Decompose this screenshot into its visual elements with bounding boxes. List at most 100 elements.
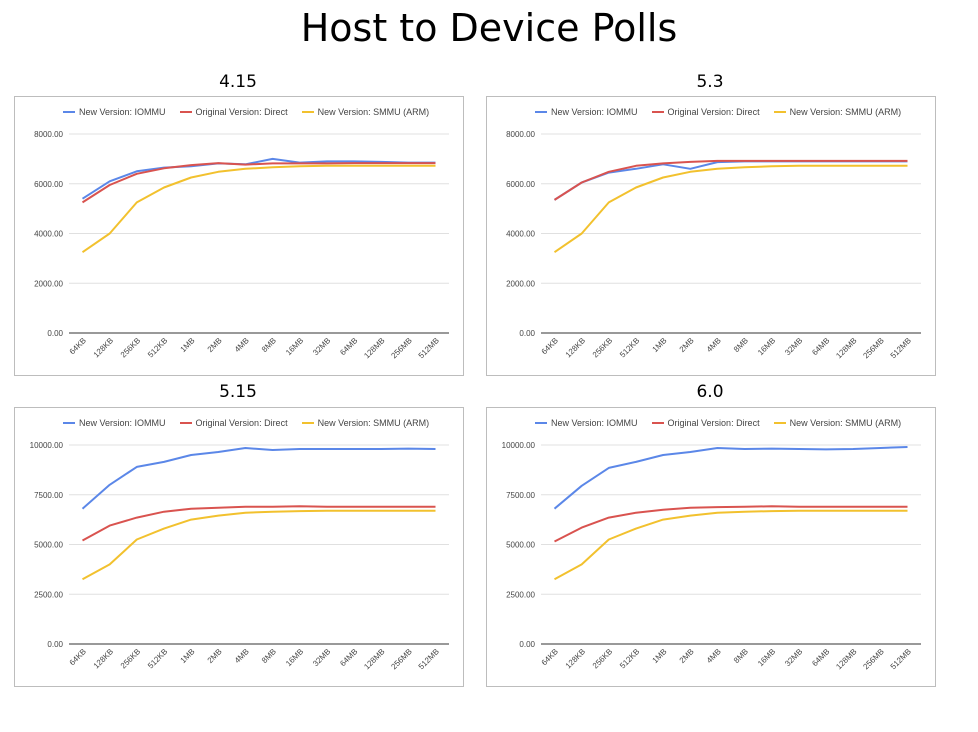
legend-item-smmu: New Version: SMMU (ARM) <box>773 107 902 117</box>
chart-plot-4-15: 0.00 2000.00 4000.00 6000.00 8000.00 64KB 128K… <box>34 130 449 360</box>
y-tick-label: 5000.00 <box>34 541 63 550</box>
series-line-smmu <box>553 164 908 254</box>
series-line-direct <box>553 159 908 201</box>
legend-item-direct: Original Version: Direct <box>651 418 760 428</box>
legend-swatch-iommu <box>63 111 75 113</box>
legend-item-smmu: New Version: SMMU (ARM) <box>301 107 430 117</box>
x-tick-label: 64KB <box>68 336 88 356</box>
x-tick-label: 1MB <box>651 647 669 665</box>
y-tick-label: 4000.00 <box>506 230 535 239</box>
x-tick-label: 512KB <box>146 336 169 359</box>
x-tick-label: 128KB <box>564 647 587 670</box>
legend-swatch-direct <box>651 422 664 424</box>
chart-panel-5-15: New Version: IOMMU Original Version: Dir… <box>14 407 464 687</box>
x-tick-label: 2MB <box>678 647 696 665</box>
x-tick-label: 2MB <box>206 647 224 665</box>
legend-label-smmu: New Version: SMMU (ARM) <box>789 107 902 117</box>
legend-label-iommu: New Version: IOMMU <box>79 418 166 428</box>
x-tick-label: 256MB <box>861 647 885 671</box>
chart-caption-5-15: 5.15 <box>219 382 257 402</box>
x-tick-label: 64MB <box>810 336 831 357</box>
x-tick-label: 512KB <box>618 336 641 359</box>
chart-caption-4-15: 4.15 <box>219 72 257 92</box>
x-tick-label: 1MB <box>651 336 669 354</box>
x-tick-label: 4MB <box>705 647 723 665</box>
x-tick-label: 64MB <box>338 647 359 668</box>
chart-caption-5-3: 5.3 <box>696 72 724 92</box>
x-tick-label: 128KB <box>92 647 115 670</box>
x-tick-label: 1MB <box>179 647 197 665</box>
legend-item-direct: Original Version: Direct <box>651 107 760 117</box>
x-tick-label: 32MB <box>311 647 332 668</box>
series-line-smmu <box>81 164 436 254</box>
legend-item-direct: Original Version: Direct <box>179 107 288 117</box>
y-tick-label: 2000.00 <box>34 279 63 288</box>
chart-panel-5-3: New Version: IOMMU Original Version: Dir… <box>486 96 936 376</box>
legend-swatch-smmu <box>301 422 314 424</box>
series-line-iommu <box>553 446 908 510</box>
x-tick-label: 512MB <box>417 336 441 360</box>
x-tick-label: 16MB <box>284 336 305 357</box>
legend-label-smmu: New Version: SMMU (ARM) <box>317 107 430 117</box>
legend-swatch-direct <box>179 111 192 113</box>
x-tick-label: 128KB <box>564 336 587 359</box>
x-tick-label: 256KB <box>591 647 614 670</box>
series-line-direct <box>82 505 436 542</box>
x-tick-label: 32MB <box>783 647 804 668</box>
legend-item-iommu: New Version: IOMMU <box>535 418 638 428</box>
series-line-smmu <box>554 509 908 581</box>
legend-swatch-direct <box>651 111 664 113</box>
chart-legend: New Version: IOMMU Original Version: Dir… <box>535 418 901 428</box>
x-tick-label: 16MB <box>284 647 305 668</box>
x-tick-label: 4MB <box>233 336 251 354</box>
legend-label-smmu: New Version: SMMU (ARM) <box>789 418 902 428</box>
y-tick-label: 0.00 <box>519 329 535 338</box>
legend-item-smmu: New Version: SMMU (ARM) <box>773 418 902 428</box>
y-tick-label: 0.00 <box>47 329 63 338</box>
series-line-direct <box>554 505 908 543</box>
chart-panel-6-0: New Version: IOMMU Original Version: Dir… <box>486 407 936 687</box>
legend-label-direct: Original Version: Direct <box>195 107 288 117</box>
legend-item-iommu: New Version: IOMMU <box>63 418 166 428</box>
legend-label-iommu: New Version: IOMMU <box>79 107 166 117</box>
x-tick-label: 8MB <box>732 336 750 354</box>
x-tick-label: 2MB <box>206 336 224 354</box>
chart-plot-5-3: 0.00 2000.00 4000.00 6000.00 8000.00 64KB 128K… <box>506 130 921 360</box>
y-tick-label: 7500.00 <box>506 491 535 500</box>
y-tick-label: 10000.00 <box>502 441 536 450</box>
chart-legend: New Version: IOMMU Original Version: Dir… <box>63 107 429 117</box>
x-tick-label: 64KB <box>540 336 560 356</box>
x-tick-label: 512MB <box>417 647 441 671</box>
legend-swatch-smmu <box>301 111 314 113</box>
y-tick-label: 2000.00 <box>506 279 535 288</box>
x-tick-label: 256KB <box>591 336 614 359</box>
legend-swatch-iommu <box>535 422 547 424</box>
legend-swatch-iommu <box>63 422 75 424</box>
page-title: Host to Device Polls <box>300 6 678 50</box>
legend-swatch-direct <box>179 422 192 424</box>
y-tick-label: 7500.00 <box>34 491 63 500</box>
x-tick-label: 512KB <box>618 647 641 670</box>
series-line-smmu <box>82 509 436 581</box>
x-tick-label: 128MB <box>834 336 858 360</box>
x-tick-label: 4MB <box>233 647 251 665</box>
y-tick-label: 0.00 <box>47 640 63 649</box>
legend-label-iommu: New Version: IOMMU <box>551 107 638 117</box>
legend-label-smmu: New Version: SMMU (ARM) <box>317 418 430 428</box>
series-line-direct <box>81 162 436 204</box>
x-tick-label: 2MB <box>678 336 696 354</box>
legend-swatch-smmu <box>773 111 786 113</box>
legend-item-direct: Original Version: Direct <box>179 418 288 428</box>
y-tick-label: 2500.00 <box>506 590 535 599</box>
x-tick-label: 16MB <box>756 647 777 668</box>
x-tick-label: 128MB <box>362 336 386 360</box>
y-tick-label: 8000.00 <box>34 130 63 139</box>
x-tick-label: 256KB <box>119 336 142 359</box>
y-tick-label: 10000.00 <box>30 441 64 450</box>
y-tick-label: 6000.00 <box>506 180 535 189</box>
legend-label-direct: Original Version: Direct <box>667 418 760 428</box>
x-tick-label: 16MB <box>756 336 777 357</box>
y-tick-label: 2500.00 <box>34 590 63 599</box>
x-tick-label: 32MB <box>783 336 804 357</box>
